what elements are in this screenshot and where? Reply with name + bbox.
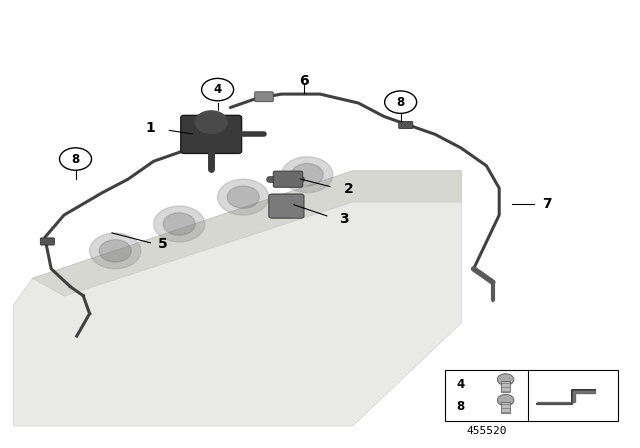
FancyBboxPatch shape — [501, 381, 510, 392]
Circle shape — [163, 213, 195, 235]
Text: 4: 4 — [214, 83, 221, 96]
Polygon shape — [538, 390, 595, 405]
Circle shape — [385, 91, 417, 113]
Circle shape — [202, 78, 234, 101]
Circle shape — [195, 111, 227, 134]
Text: 455520: 455520 — [466, 426, 507, 436]
Circle shape — [99, 240, 131, 262]
Text: 6: 6 — [299, 73, 309, 88]
Text: 8: 8 — [397, 95, 404, 109]
Text: 3: 3 — [339, 211, 349, 226]
Text: 1: 1 — [145, 121, 156, 135]
Circle shape — [282, 157, 333, 193]
Circle shape — [218, 179, 269, 215]
Text: 5: 5 — [158, 237, 168, 251]
FancyBboxPatch shape — [273, 171, 303, 187]
Circle shape — [497, 374, 514, 385]
FancyBboxPatch shape — [445, 370, 618, 421]
FancyBboxPatch shape — [181, 116, 242, 153]
Text: 8: 8 — [72, 152, 79, 166]
Circle shape — [227, 186, 259, 208]
Text: 2: 2 — [344, 182, 354, 196]
Circle shape — [90, 233, 141, 269]
Circle shape — [291, 164, 323, 186]
FancyBboxPatch shape — [269, 194, 304, 218]
Text: 8: 8 — [456, 400, 465, 413]
FancyBboxPatch shape — [255, 92, 273, 102]
FancyBboxPatch shape — [40, 238, 54, 245]
Text: 7: 7 — [542, 197, 552, 211]
Text: 4: 4 — [456, 378, 465, 391]
Circle shape — [60, 148, 92, 170]
Circle shape — [497, 394, 514, 406]
FancyBboxPatch shape — [501, 401, 510, 413]
FancyBboxPatch shape — [399, 121, 413, 129]
Circle shape — [154, 206, 205, 242]
